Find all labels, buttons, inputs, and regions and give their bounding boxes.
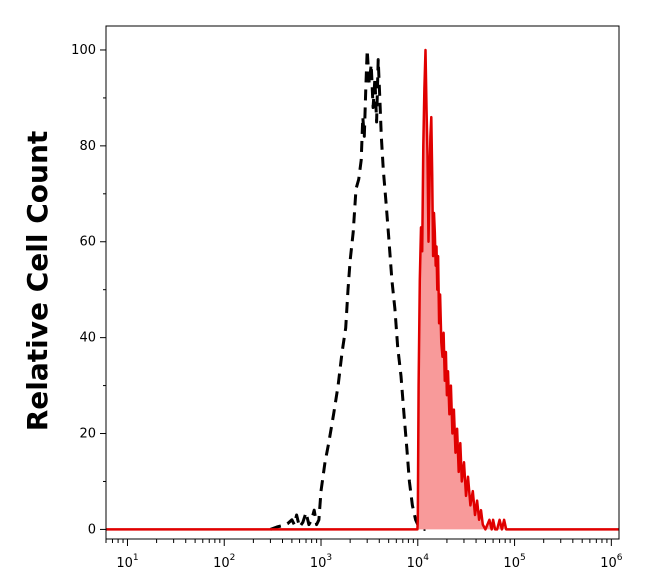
y-tick-label-0: 0 xyxy=(88,522,96,537)
y-axis-label: Relative Cell Count xyxy=(21,131,54,432)
y-tick-label-3: 60 xyxy=(79,235,96,250)
x-tick-label-5: 106 xyxy=(600,553,623,571)
y-tick-label-2: 40 xyxy=(79,331,96,346)
y-tick-label-5: 100 xyxy=(71,43,96,58)
x-tick-label-4: 105 xyxy=(503,553,525,571)
y-tick-label-4: 80 xyxy=(79,139,96,154)
series-1-line xyxy=(106,48,619,531)
plot-area xyxy=(106,48,619,531)
x-tick-label-2: 103 xyxy=(310,553,332,571)
axes xyxy=(100,25,620,546)
plot-frame xyxy=(105,25,620,540)
y-axis-title: Relative Cell Count xyxy=(21,131,54,432)
x-tick-label-0: 101 xyxy=(116,553,138,571)
x-tick-label-1: 102 xyxy=(213,553,235,571)
series-0-line xyxy=(269,48,426,531)
x-tick-label-3: 104 xyxy=(407,553,430,571)
y-tick-label-1: 20 xyxy=(79,427,96,442)
tick-labels: 0 20 40 60 80 100 101 102 103 104 105 106 xyxy=(71,43,623,571)
